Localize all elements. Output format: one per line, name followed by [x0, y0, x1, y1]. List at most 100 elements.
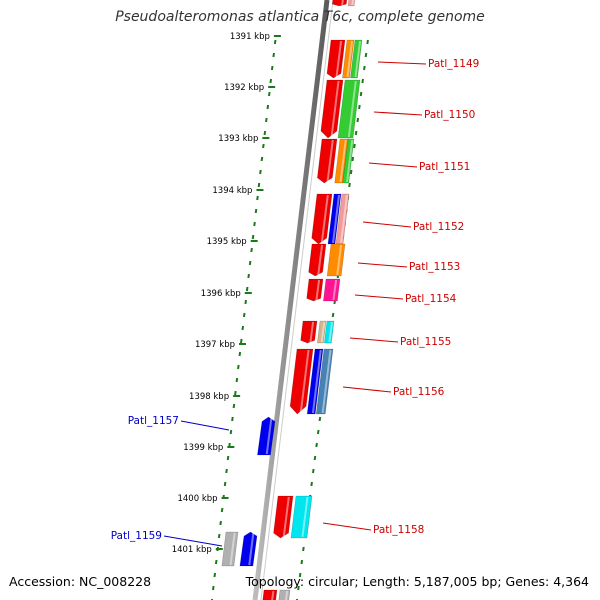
track-dot-right	[359, 91, 363, 97]
gene-1151-c-shine	[346, 139, 354, 183]
gene-label: Patl_1157	[128, 415, 179, 427]
gene-block-top	[331, 0, 348, 7]
track-dot-left	[219, 520, 222, 526]
track-dot-left	[259, 169, 262, 175]
gene-leader-line	[354, 294, 404, 300]
track-dot-left	[213, 572, 217, 578]
track-dot-right	[315, 442, 318, 448]
gene-1149-main-shine	[335, 40, 343, 78]
track-dot-left	[217, 533, 221, 539]
track-dot-left	[232, 403, 236, 409]
track-dot-right	[348, 182, 351, 188]
track-dot-right	[300, 559, 304, 565]
track-dot-left	[238, 351, 242, 357]
gene-1159-a	[221, 531, 239, 567]
gene-leader-line	[357, 262, 408, 268]
gene-1149-b	[342, 39, 355, 79]
track-dot-left	[237, 364, 240, 370]
track-dot-left	[273, 39, 277, 45]
gene-label: Patl_1149	[428, 58, 479, 70]
gene-1156-c-shine	[321, 349, 332, 414]
gene-label: Patl_1156	[393, 386, 445, 398]
gene-1150-main-shine	[330, 80, 340, 138]
track-dot-right	[302, 546, 305, 552]
gene-block-top-b	[347, 0, 356, 7]
kbp-label: 1394 kbp	[212, 186, 252, 196]
gene-leader-line	[362, 221, 412, 228]
kbp-label: 1392 kbp	[224, 83, 264, 93]
gene-leader-line	[342, 386, 392, 393]
gene-1151-c	[342, 138, 355, 184]
gene-1159-b	[239, 531, 258, 567]
track-dot-left	[235, 377, 239, 383]
accession-label: Accession: NC_008228	[9, 574, 152, 589]
track-dot-left	[244, 299, 247, 305]
gene-1155-b	[317, 320, 327, 344]
kbp-label: 1396 kbp	[201, 289, 241, 299]
gene-1151-main	[317, 138, 338, 184]
track-dot-right	[366, 39, 369, 45]
track-dot-left	[256, 195, 259, 201]
kbp-label: 1399 kbp	[183, 443, 223, 453]
track-dot-left	[253, 221, 256, 227]
gene-1158-b-shine	[301, 496, 309, 538]
track-dot-left	[260, 156, 264, 162]
track-dot-left	[223, 481, 227, 487]
gene-block-top-shine	[341, 0, 344, 6]
track-dot-left	[214, 559, 218, 565]
gene-1157	[257, 416, 276, 456]
gene-1152-main	[311, 193, 333, 245]
gene-1154-main	[306, 278, 324, 302]
track-dot-right	[318, 416, 322, 422]
track-dot-left	[226, 455, 230, 461]
gene-1159-a-shine	[229, 532, 236, 566]
track-dot-left	[225, 468, 228, 474]
gene-1154-b-shine	[332, 279, 338, 301]
gene-block-bottom-b	[278, 589, 291, 600]
gene-label: Patl_1152	[413, 221, 464, 233]
gene-1153-main	[308, 243, 327, 277]
gene-leader-line	[377, 61, 427, 65]
track-dot-right	[351, 156, 355, 162]
gene-1156-main-shine	[299, 349, 310, 414]
gene-1159-b-shine	[248, 532, 255, 566]
gene-1158-b	[290, 495, 313, 539]
track-dot-right	[364, 52, 368, 58]
gene-leader-line	[349, 337, 399, 343]
track-dot-right	[312, 468, 315, 474]
gene-1151-b-shine	[339, 139, 347, 183]
track-dot-right	[353, 143, 356, 149]
track-dot-right	[356, 117, 360, 123]
track-dot-left	[263, 130, 267, 136]
track-dot-right	[310, 481, 313, 487]
track-dot-left	[254, 208, 258, 214]
gene-label: Patl_1155	[400, 336, 451, 348]
gene-block-bottom	[262, 589, 278, 600]
genome-title: Pseudoalteromonas atlantica T6c, complet…	[115, 9, 485, 25]
track-dot-left	[229, 429, 233, 435]
kbp-label: 1400 kbp	[177, 494, 217, 504]
gene-label: Patl_1159	[111, 530, 162, 542]
gene-leader-line	[368, 162, 418, 168]
gene-1149-main	[326, 39, 346, 79]
track-dot-left	[262, 143, 265, 149]
gene-block-bottom-b-shine	[284, 590, 289, 600]
gene-block-bottom-shine	[271, 590, 275, 600]
gene-1156-main	[289, 348, 314, 415]
track-dot-left	[248, 260, 252, 266]
kbp-label: 1398 kbp	[189, 392, 229, 402]
gene-leader-line	[373, 111, 423, 116]
kbp-label: 1393 kbp	[218, 134, 258, 144]
track-dot-left	[269, 78, 273, 84]
gene-1152-b-shine	[332, 194, 341, 244]
track-dot-left	[265, 117, 268, 123]
kbp-label: 1391 kbp	[230, 32, 270, 42]
track-dot-right	[313, 455, 317, 461]
track-dot-left	[247, 273, 250, 279]
gene-1157-shine	[265, 417, 273, 455]
gene-1155-main-shine	[309, 321, 315, 343]
gene-label: Patl_1154	[405, 293, 457, 305]
track-dot-right	[331, 312, 335, 318]
